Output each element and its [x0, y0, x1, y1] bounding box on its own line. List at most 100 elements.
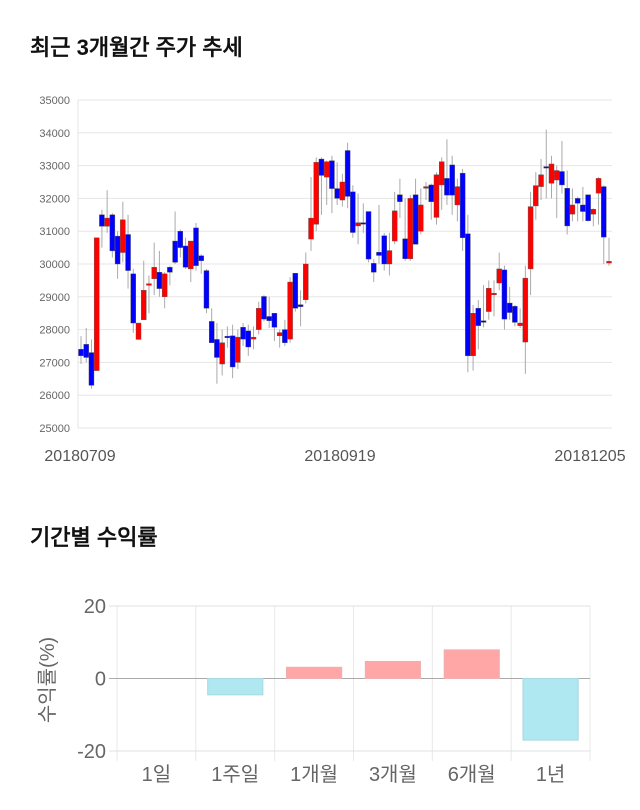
y-tick-label: 30000 [39, 259, 70, 271]
y-tick-label: 28000 [39, 325, 70, 337]
returns-chart-title: 기간별 수익률 [30, 525, 158, 550]
candle-body [256, 308, 262, 330]
candle-body [235, 336, 241, 363]
y-tick-label: 25000 [39, 423, 70, 435]
candle-body [517, 322, 523, 326]
candle-body [161, 273, 168, 297]
candle-body [339, 181, 346, 201]
candle-body [146, 283, 152, 286]
candle-body [360, 222, 366, 225]
return-bar [522, 678, 579, 741]
candle-body [282, 329, 288, 343]
x-tick-label: 3개월 [369, 763, 417, 786]
candle-body [120, 219, 126, 253]
candle-body [501, 269, 508, 320]
candle-body [271, 313, 278, 328]
x-tick-label: 6개월 [448, 763, 496, 786]
candle-body [402, 238, 408, 259]
candle-body [135, 322, 142, 340]
x-tick-label: 20181205 [554, 448, 625, 465]
candle-body [324, 161, 330, 178]
candle-body [167, 267, 173, 273]
candle-body [329, 160, 335, 189]
candle-body [371, 263, 377, 273]
candle-body [444, 178, 450, 196]
candle-body [208, 321, 215, 343]
y-axis-title: 수익률(%) [36, 637, 59, 723]
candle-body [125, 234, 131, 271]
candle-body [245, 330, 251, 348]
candle-body [203, 270, 210, 309]
candle-body [219, 342, 225, 365]
x-tick-label: 1주일 [211, 763, 259, 786]
candle-body [391, 210, 398, 242]
y-tick-label: 20 [84, 596, 106, 618]
candle-body [538, 174, 544, 187]
candle-body [318, 158, 325, 176]
candle-body [480, 320, 487, 323]
candle-body [261, 296, 267, 320]
y-tick-label: 35000 [39, 95, 70, 107]
candle-body [156, 272, 163, 289]
candle-body [114, 235, 121, 265]
candle-body [93, 237, 100, 371]
candle-body [533, 185, 539, 207]
candle-body [193, 227, 199, 266]
candle-body [229, 335, 236, 368]
candle-body [250, 336, 257, 340]
candle-body [172, 240, 178, 263]
x-tick-label: 1일 [142, 763, 172, 786]
candle-body [386, 250, 393, 265]
x-tick-label: 20180709 [44, 448, 115, 465]
candle-body [486, 288, 492, 312]
candle-body [350, 191, 356, 233]
candle-body [606, 261, 612, 264]
candle-body [83, 344, 89, 358]
x-tick-label: 1년 [536, 763, 566, 786]
candle-body [418, 204, 424, 232]
candle-body [407, 198, 414, 259]
candle-body [475, 308, 482, 326]
candle-body [601, 186, 607, 238]
candle-body [548, 163, 555, 184]
candle-body [423, 186, 429, 189]
candle-body [240, 327, 246, 340]
y-tick-label: 34000 [39, 128, 70, 140]
candle-body [99, 214, 105, 227]
candle-body [397, 194, 403, 202]
y-tick-label: 27000 [39, 357, 70, 369]
candle-body [177, 230, 184, 248]
candle-body [381, 235, 387, 265]
candle-body [496, 268, 502, 284]
candle-body [313, 162, 319, 225]
candle-body [224, 335, 231, 339]
candle-body [554, 170, 560, 181]
candle-body [512, 306, 518, 323]
candle-body [585, 194, 591, 221]
candle-body [569, 204, 576, 215]
candle-body [214, 339, 220, 358]
candle-body [527, 206, 534, 270]
candle-body [449, 164, 455, 196]
x-tick-label: 20180919 [304, 448, 375, 465]
candle-body [491, 292, 497, 296]
return-bar [443, 649, 500, 679]
price-candlestick-chart: 35000 34000 33000 32000 31000 30000 29000 28000… [39, 95, 625, 465]
y-tick-label: 26000 [39, 390, 70, 402]
y-tick-label: 0 [95, 669, 106, 691]
y-tick-label: 29000 [39, 292, 70, 304]
candle-body [459, 172, 466, 238]
candle-body [182, 245, 189, 268]
return-bar [364, 660, 422, 680]
candle-body [130, 273, 136, 324]
candle-body [564, 188, 570, 227]
candle-body [376, 251, 382, 256]
candle-body [522, 277, 529, 343]
candle-body [365, 211, 372, 260]
candle-body [454, 186, 461, 206]
candle-body [188, 240, 194, 270]
candle-body [297, 304, 304, 307]
candle-body [355, 222, 361, 227]
y-tick-label: 33000 [39, 161, 70, 173]
